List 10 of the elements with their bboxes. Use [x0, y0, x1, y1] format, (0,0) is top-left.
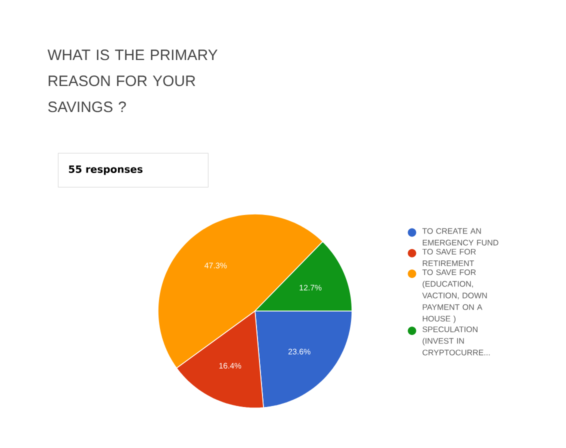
legend-label: TO CREATE AN EMERGENCY FUND — [422, 228, 498, 246]
data-label: 23.6% — [288, 348, 310, 354]
data-label: 47.3% — [204, 262, 227, 268]
chart-subtitle: 55 responses — [68, 166, 142, 175]
legend-label: TO SAVE FOR (EDUCATION, VACTION, DOWN PAYMENT ON A HOUSE ) — [422, 269, 487, 324]
data-label: 12.7% — [300, 284, 322, 290]
data-label: 16.4% — [219, 362, 242, 369]
legend-label: TO SAVE FOR RETIREMENT — [422, 248, 476, 266]
chart-title: WHAT IS THE PRIMARY REASON FOR YOUR SAVINGS ? — [48, 50, 218, 112]
legend-label: SPECULATION (INVEST IN CRYPTOCURRE... — [422, 326, 490, 356]
